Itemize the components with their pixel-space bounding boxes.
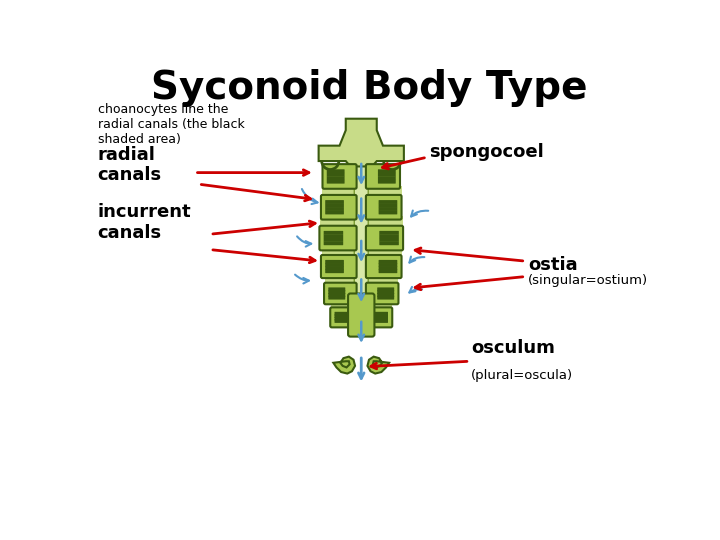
Text: incurrent
canals: incurrent canals [98,203,192,242]
FancyBboxPatch shape [379,204,397,207]
FancyBboxPatch shape [323,164,356,189]
FancyBboxPatch shape [325,269,344,273]
FancyBboxPatch shape [367,186,402,198]
FancyBboxPatch shape [325,211,344,214]
Text: osculum: osculum [472,340,555,357]
Text: (singular=ostium): (singular=ostium) [528,274,648,287]
FancyBboxPatch shape [322,247,356,258]
FancyBboxPatch shape [325,266,344,270]
FancyBboxPatch shape [379,266,397,270]
FancyBboxPatch shape [325,207,344,211]
Text: ostia: ostia [528,256,577,274]
FancyBboxPatch shape [354,156,368,336]
FancyBboxPatch shape [327,169,345,173]
FancyBboxPatch shape [320,217,356,229]
FancyBboxPatch shape [328,296,346,300]
FancyBboxPatch shape [325,200,344,204]
FancyBboxPatch shape [321,255,356,278]
Polygon shape [333,356,355,374]
FancyBboxPatch shape [367,217,403,229]
FancyBboxPatch shape [324,234,343,238]
FancyBboxPatch shape [367,247,402,258]
FancyBboxPatch shape [335,314,348,318]
FancyBboxPatch shape [374,312,388,316]
Text: Syconoid Body Type: Syconoid Body Type [150,69,588,107]
FancyBboxPatch shape [335,319,348,323]
FancyBboxPatch shape [320,226,356,251]
FancyBboxPatch shape [377,290,394,294]
FancyBboxPatch shape [374,314,388,318]
FancyBboxPatch shape [366,226,403,251]
FancyBboxPatch shape [348,294,374,336]
FancyBboxPatch shape [379,269,397,273]
FancyBboxPatch shape [379,231,399,235]
FancyBboxPatch shape [324,241,343,245]
FancyBboxPatch shape [335,312,348,316]
FancyBboxPatch shape [379,207,397,211]
FancyBboxPatch shape [379,241,399,245]
FancyBboxPatch shape [374,316,388,321]
FancyBboxPatch shape [377,296,394,300]
FancyBboxPatch shape [366,255,402,278]
FancyBboxPatch shape [379,260,397,264]
FancyBboxPatch shape [324,231,343,235]
FancyBboxPatch shape [366,195,402,220]
FancyBboxPatch shape [378,169,396,173]
FancyBboxPatch shape [374,319,388,323]
FancyBboxPatch shape [325,260,344,264]
FancyBboxPatch shape [327,173,345,177]
FancyBboxPatch shape [366,283,398,304]
FancyBboxPatch shape [379,238,399,242]
FancyBboxPatch shape [324,283,356,304]
Text: (plural=oscula): (plural=oscula) [472,369,573,382]
Polygon shape [367,356,389,374]
FancyBboxPatch shape [322,186,356,198]
FancyBboxPatch shape [379,211,397,214]
FancyBboxPatch shape [325,204,344,207]
FancyBboxPatch shape [327,180,345,184]
FancyBboxPatch shape [328,290,346,294]
FancyBboxPatch shape [328,287,346,291]
FancyBboxPatch shape [379,200,397,204]
FancyBboxPatch shape [379,263,397,267]
Text: choanocytes line the
radial canals (the black
shaded area): choanocytes line the radial canals (the … [98,103,245,146]
Polygon shape [319,119,404,166]
Text: spongocoel: spongocoel [429,143,544,161]
FancyBboxPatch shape [377,293,394,297]
FancyBboxPatch shape [330,307,356,327]
FancyBboxPatch shape [378,180,396,184]
FancyBboxPatch shape [378,173,396,177]
FancyBboxPatch shape [335,316,348,321]
FancyBboxPatch shape [366,307,392,327]
FancyBboxPatch shape [377,287,394,291]
FancyBboxPatch shape [327,176,345,180]
FancyBboxPatch shape [328,293,346,297]
FancyBboxPatch shape [324,238,343,242]
FancyBboxPatch shape [367,301,392,310]
FancyBboxPatch shape [325,263,344,267]
FancyBboxPatch shape [366,164,400,189]
FancyBboxPatch shape [321,195,356,220]
FancyBboxPatch shape [379,234,399,238]
FancyBboxPatch shape [331,301,356,310]
FancyBboxPatch shape [378,176,396,180]
Text: radial
canals: radial canals [98,145,162,184]
FancyBboxPatch shape [367,275,398,286]
FancyBboxPatch shape [325,275,356,286]
